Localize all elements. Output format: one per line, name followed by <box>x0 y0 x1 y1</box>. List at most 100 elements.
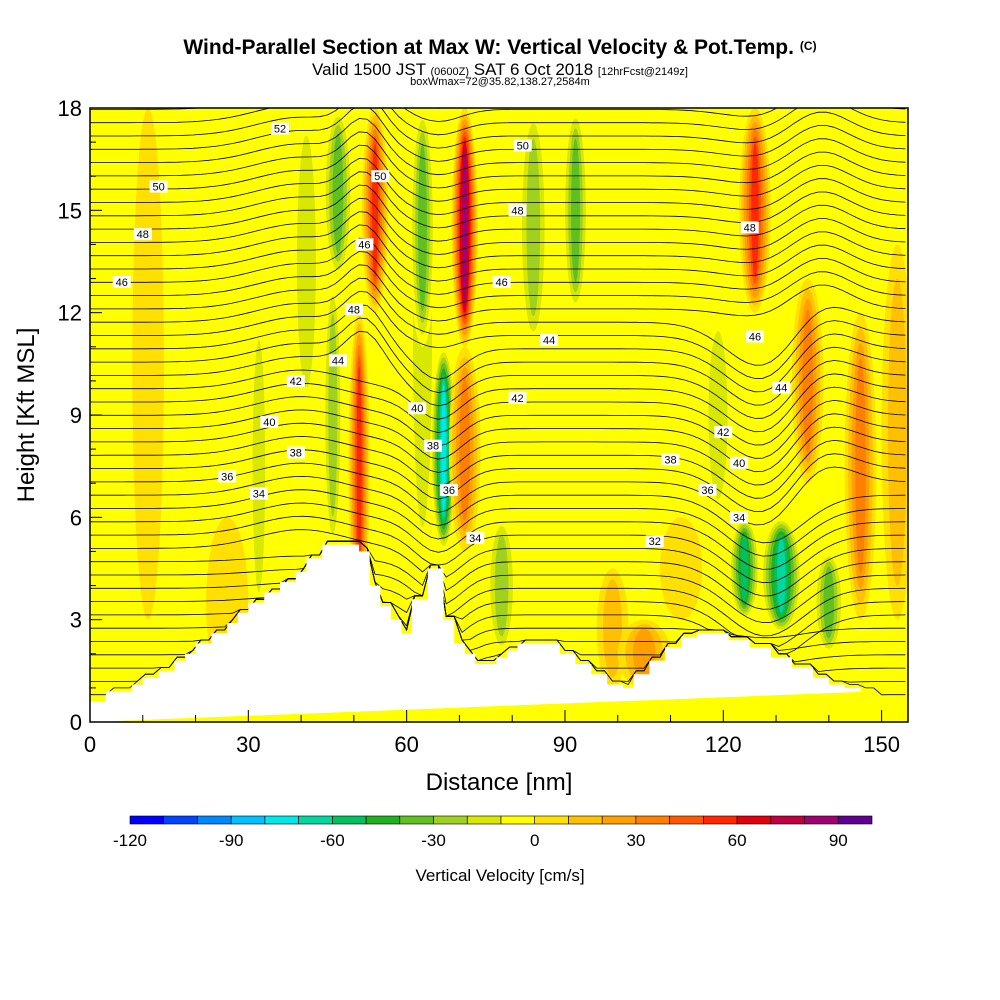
contour-label: 46 <box>492 276 511 289</box>
contour-label: 48 <box>740 221 759 234</box>
colorbar-swatch <box>129 815 165 825</box>
colorbar: -120 -90 -60 -30 0 30 60 90 <box>113 815 873 850</box>
isentrope-line <box>90 108 906 162</box>
contour-label-box <box>772 381 791 394</box>
velocity-cell <box>844 312 877 620</box>
y-tick-label: 9 <box>70 403 82 428</box>
contour-label-text: 36 <box>701 485 713 497</box>
isentrope-line <box>90 108 906 149</box>
y-axis-title: Height [Kft MSL] <box>13 328 40 503</box>
isentrope-line <box>90 290 906 379</box>
velocity-contour <box>522 346 555 620</box>
velocity-contour <box>571 138 580 282</box>
velocity-cell <box>522 346 555 620</box>
potential-temperature-contours <box>90 108 906 696</box>
contour-label: 36 <box>439 484 458 497</box>
contour-label: 38 <box>286 446 305 460</box>
velocity-contour <box>252 340 266 593</box>
y-tick-label: 6 <box>70 505 82 530</box>
velocity-cell <box>290 108 323 415</box>
contour-label-text: 36 <box>443 485 455 497</box>
isentrope-line <box>90 540 906 610</box>
isentrope-line <box>90 108 906 122</box>
colorbar-swatch <box>804 815 839 825</box>
velocity-contour <box>823 566 835 639</box>
contour-label: 44 <box>540 334 559 347</box>
velocity-contour <box>380 415 412 620</box>
velocity-contour <box>802 309 813 453</box>
velocity-cell <box>791 278 824 484</box>
contour-label-box <box>329 354 347 367</box>
velocity-cell <box>517 108 550 347</box>
contour-label: 38 <box>661 453 680 466</box>
isentrope-line <box>90 529 906 597</box>
contour-label-box <box>271 122 289 135</box>
contour-label-box <box>286 374 305 387</box>
contour-label: 34 <box>730 511 749 524</box>
velocity-cell <box>169 108 191 450</box>
velocity-cell <box>322 108 354 279</box>
isentrope-line <box>90 436 906 499</box>
velocity-cell <box>485 517 518 654</box>
colorbar-tick-label: 0 <box>530 831 539 850</box>
velocity-cell <box>448 346 481 552</box>
velocity-cell <box>760 517 803 634</box>
contour-label-box <box>408 402 427 415</box>
colorbar-swatch <box>399 815 434 825</box>
velocity-cell <box>248 312 270 620</box>
contour-label: 48 <box>508 204 527 217</box>
contour-label-box <box>698 484 717 496</box>
contour-label-box <box>714 426 733 439</box>
colorbar-swatch <box>264 815 299 825</box>
contour-label-box <box>730 511 749 524</box>
colorbar-tick-label: -120 <box>113 831 147 850</box>
colorbar-swatch <box>332 815 367 825</box>
contour-label-box <box>424 439 442 452</box>
x-tick-label: 60 <box>394 732 418 757</box>
title-text: Wind-Parallel Section at Max W: Vertical… <box>183 36 794 59</box>
contour-label-text: 44 <box>332 355 344 367</box>
contour-label-text: 50 <box>152 182 164 194</box>
isentrope-line <box>90 449 906 513</box>
isentrope-line <box>90 304 906 393</box>
velocity-contour <box>332 133 344 253</box>
velocity-contour <box>418 143 427 311</box>
contour-labels: 52 50 48 46 50 50 48 46 48 46 48 46 44 44 44 42 42 42 40 40… <box>112 122 791 548</box>
colorbar-swatch <box>466 815 502 825</box>
velocity-cell <box>739 108 771 313</box>
isentrope-line <box>90 396 906 459</box>
contour-label-box <box>513 139 532 152</box>
contour-label-box <box>112 276 131 288</box>
colorbar-swatch <box>298 815 333 825</box>
contour-label: 34 <box>466 531 485 545</box>
copyright-mark: (C) <box>799 39 817 53</box>
x-tick-label: 30 <box>236 732 260 757</box>
velocity-cell <box>660 517 703 620</box>
isentrope-line <box>90 184 906 242</box>
contour-label-box <box>286 446 305 459</box>
contour-label: 36 <box>698 484 717 497</box>
contour-label-text: 38 <box>664 454 676 466</box>
contour-label-text: 50 <box>517 141 529 153</box>
isentrope-line <box>90 197 906 255</box>
contour-label-box <box>466 531 485 544</box>
contour-label: 38 <box>424 439 442 453</box>
contour-label-text: 38 <box>290 448 302 460</box>
x-axis: 0 30 60 90 120 150 <box>84 710 900 757</box>
velocity-contour <box>887 278 907 586</box>
velocity-cell <box>728 517 761 620</box>
colorbar-swatch <box>837 815 873 825</box>
velocity-contour <box>459 377 471 521</box>
contour-label-box <box>344 303 363 316</box>
contour-label-text: 48 <box>348 304 360 316</box>
valid-date: SAT 6 Oct 2018 <box>473 60 594 79</box>
isentrope-line <box>90 264 906 322</box>
contour-label-box <box>149 180 168 193</box>
contour-label: 44 <box>329 354 347 367</box>
colorbar-tick-label: 30 <box>626 831 645 850</box>
contour-label-box <box>508 204 527 217</box>
isentrope-line <box>90 211 906 269</box>
velocity-contour <box>296 135 316 388</box>
x-tick-label: 150 <box>863 732 900 757</box>
contour-label-box <box>371 170 390 183</box>
